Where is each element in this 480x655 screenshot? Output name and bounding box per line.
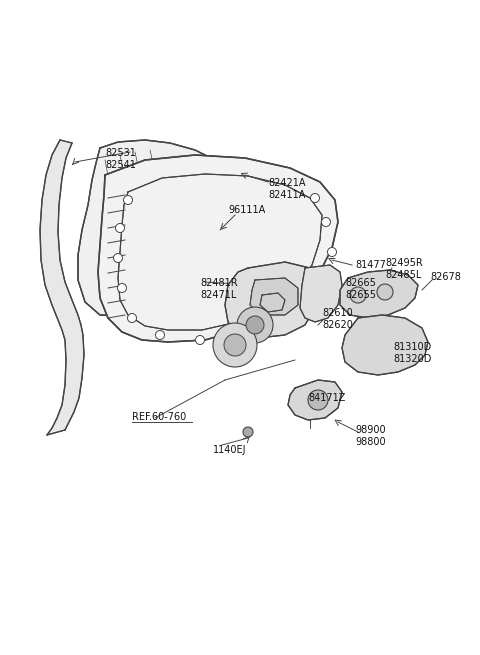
Circle shape (243, 427, 253, 437)
Text: 82421A
82411A: 82421A 82411A (268, 178, 305, 200)
Polygon shape (192, 165, 248, 242)
Circle shape (246, 316, 264, 334)
Circle shape (118, 284, 127, 293)
Text: 98900
98800: 98900 98800 (355, 425, 385, 447)
Text: 96111A: 96111A (228, 205, 265, 215)
Circle shape (237, 307, 273, 343)
Circle shape (308, 390, 328, 410)
Circle shape (128, 314, 136, 322)
Polygon shape (340, 270, 418, 318)
Text: 82481R
82471L: 82481R 82471L (200, 278, 238, 299)
Circle shape (156, 331, 165, 339)
Circle shape (236, 333, 244, 343)
Text: 82665
82655: 82665 82655 (345, 278, 376, 299)
Polygon shape (250, 278, 298, 315)
Circle shape (113, 253, 122, 263)
Text: 84171Z: 84171Z (308, 393, 346, 403)
Polygon shape (342, 315, 428, 375)
Polygon shape (225, 262, 318, 338)
Text: 1140EJ: 1140EJ (213, 445, 247, 455)
Text: 82495R
82485L: 82495R 82485L (385, 258, 423, 280)
Polygon shape (40, 140, 84, 435)
Circle shape (195, 335, 204, 345)
Circle shape (224, 334, 246, 356)
Text: REF.60-760: REF.60-760 (132, 412, 186, 422)
Circle shape (311, 193, 320, 202)
Circle shape (116, 223, 124, 233)
Circle shape (322, 217, 331, 227)
Circle shape (324, 278, 333, 286)
Polygon shape (78, 140, 232, 316)
Text: 81310D
81320D: 81310D 81320D (393, 342, 432, 364)
Circle shape (213, 323, 257, 367)
Circle shape (350, 287, 366, 303)
Text: 82678: 82678 (430, 272, 461, 282)
Circle shape (271, 324, 279, 333)
Text: 82531
82541: 82531 82541 (105, 148, 136, 170)
Polygon shape (300, 265, 342, 322)
Polygon shape (98, 155, 338, 342)
Text: 81477: 81477 (355, 260, 386, 270)
Text: 82610
82620: 82610 82620 (322, 308, 353, 329)
Polygon shape (260, 293, 285, 312)
Circle shape (377, 284, 393, 300)
Circle shape (327, 248, 336, 257)
Circle shape (305, 303, 314, 312)
Circle shape (123, 195, 132, 204)
Polygon shape (288, 380, 342, 420)
